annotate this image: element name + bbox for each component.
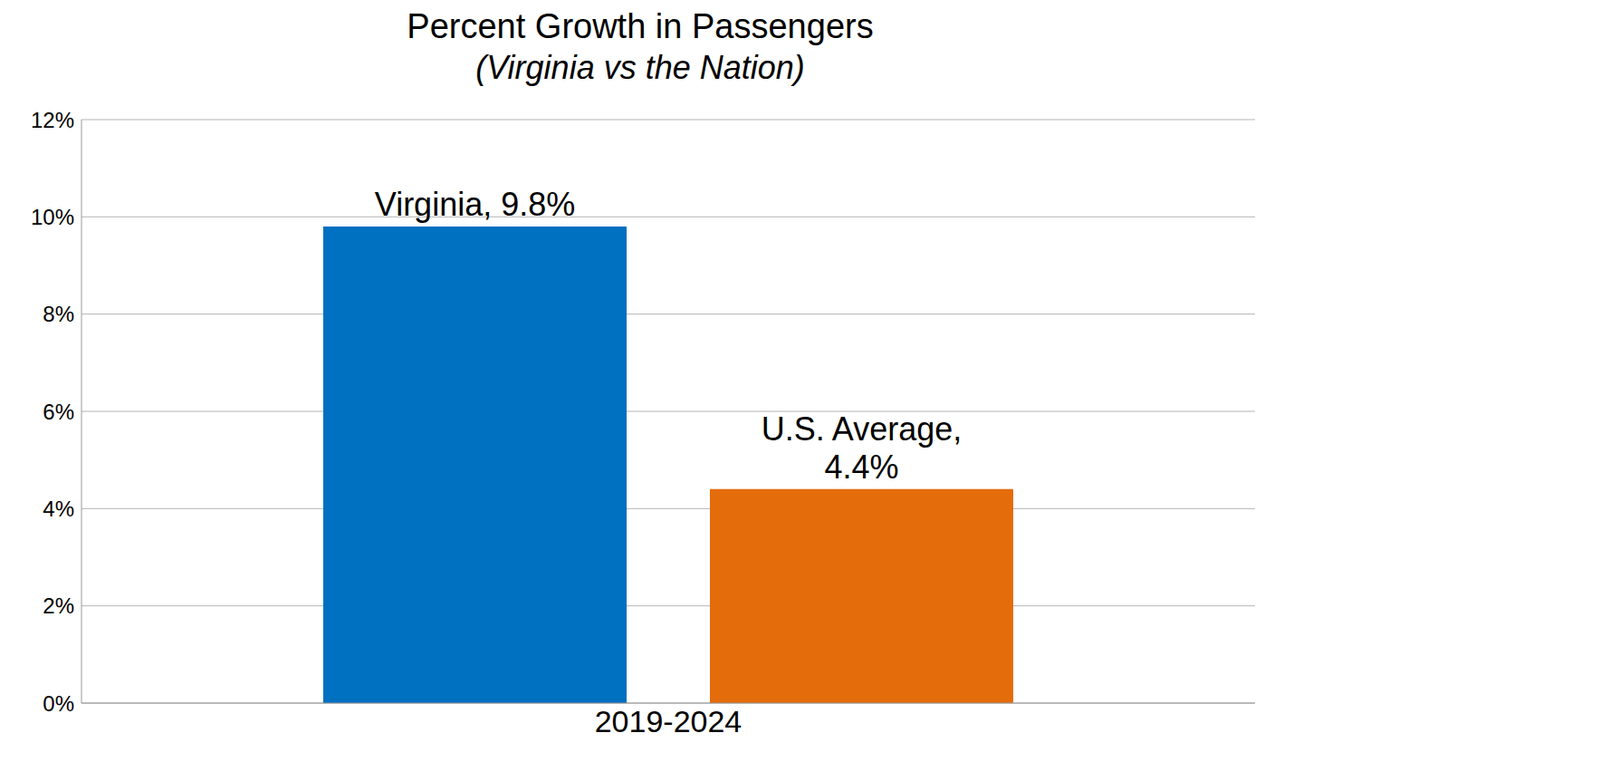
svg-text:Virginia, 9.8%: Virginia, 9.8% [374, 185, 575, 223]
html-text:(Virginia vs the Nation): (Virginia vs the Nation) [475, 48, 805, 87]
svg-text:2%: 2% [42, 593, 75, 618]
html-text:Percent Growth in Passengers: Percent Growth in Passengers [406, 7, 874, 46]
svg-text:12%: 12% [30, 107, 75, 133]
svg-text:2019-2024: 2019-2024 [594, 703, 743, 738]
svg-text:8%: 8% [42, 301, 75, 326]
svg-text:10%: 10% [30, 204, 75, 230]
svg-text:U.S. Average,4.4%: U.S. Average,4.4% [761, 410, 962, 485]
svg-text:6%: 6% [42, 399, 75, 424]
svg-text:4%: 4% [42, 496, 75, 521]
svg-text:0%: 0% [42, 690, 75, 716]
